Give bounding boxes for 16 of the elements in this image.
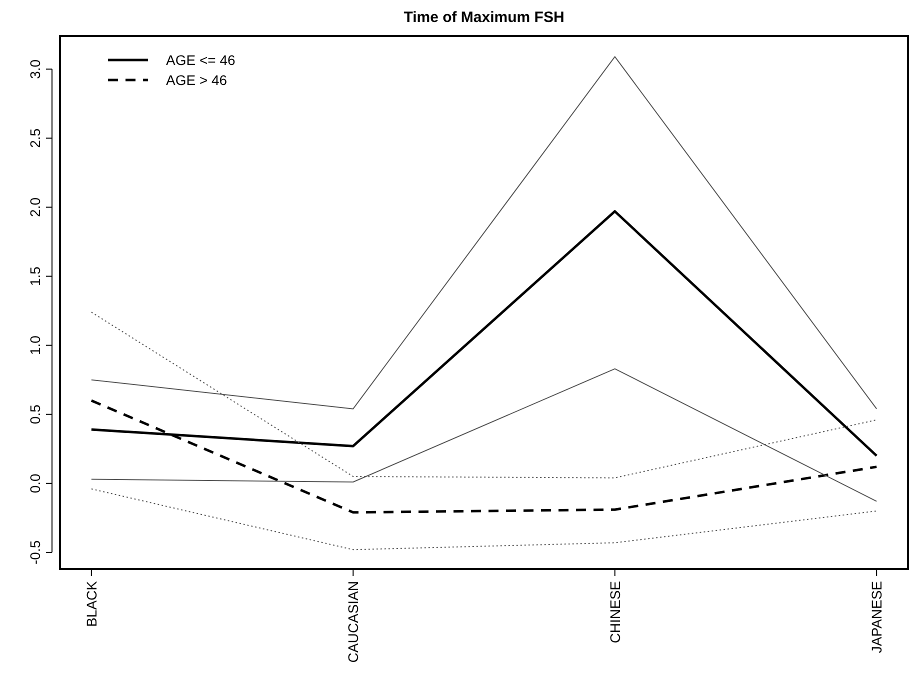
y-tick-label: 0.0	[27, 473, 43, 494]
x-tick-label: BLACK	[83, 580, 100, 627]
legend-label: AGE > 46	[166, 72, 228, 88]
x-tick-label: CHINESE	[606, 581, 623, 644]
y-tick-label: -0.5	[27, 540, 43, 564]
chart-title: Time of Maximum FSH	[404, 9, 564, 26]
x-tick-label: CAUCASIAN	[345, 581, 362, 663]
x-tick-label: JAPANESE	[868, 581, 885, 654]
y-tick-label: 0.5	[27, 404, 43, 424]
y-tick-label: 2.0	[27, 197, 43, 217]
y-tick-label: 3.0	[27, 59, 43, 79]
legend-label: AGE <= 46	[166, 52, 236, 68]
y-tick-label: 2.5	[27, 128, 43, 148]
line-series	[90, 488, 878, 550]
y-tick-label: 1.0	[27, 335, 43, 356]
y-tick-label: 1.5	[27, 266, 43, 286]
